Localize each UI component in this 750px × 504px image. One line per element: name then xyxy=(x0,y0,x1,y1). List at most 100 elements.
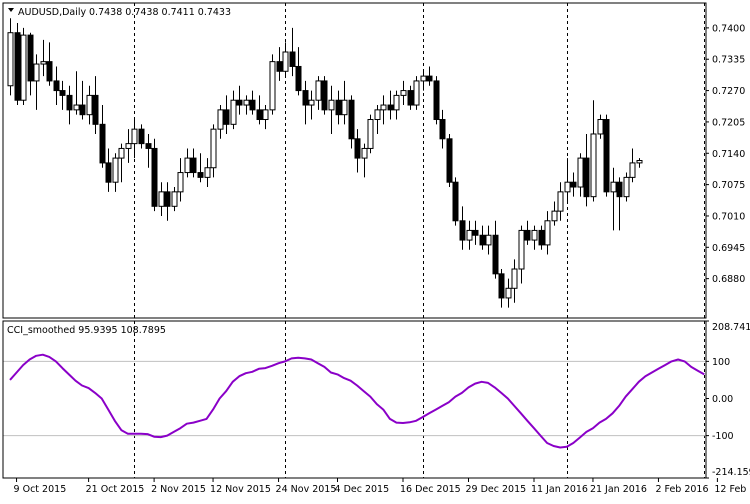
candle-body xyxy=(138,128,145,145)
candle-body xyxy=(105,162,112,183)
cci-series xyxy=(9,353,705,449)
candle-body xyxy=(367,119,374,149)
candle-body xyxy=(485,234,492,246)
candle-body xyxy=(446,138,453,183)
candle-body xyxy=(197,172,204,178)
cci-line xyxy=(9,353,705,449)
candle-body xyxy=(583,157,590,198)
candle-body xyxy=(92,94,99,125)
candle-body xyxy=(557,191,564,212)
candle-body xyxy=(243,99,250,106)
candle-body xyxy=(158,191,165,207)
price-candles xyxy=(7,18,643,308)
candle-body xyxy=(597,119,604,135)
candle-body xyxy=(204,167,211,178)
time-tick-label: 2 Feb 2016 xyxy=(655,484,708,495)
candle-body xyxy=(511,268,518,289)
price-tick-label: 0.7140 xyxy=(712,149,745,160)
candle-body xyxy=(564,181,571,193)
candle-body xyxy=(387,104,394,111)
price-panel-frame xyxy=(2,2,707,319)
candle-body xyxy=(407,90,414,106)
time-tick-label: 9 Oct 2015 xyxy=(14,484,67,495)
price-axis: 0.7400 0.7335 0.7270 0.7205 0.7140 0.7075 0.70… xyxy=(706,23,745,285)
candle-body xyxy=(636,160,643,164)
symbol-label: AUDUSD,Daily xyxy=(18,7,87,18)
candle-body xyxy=(73,104,80,111)
candle-body xyxy=(230,99,237,125)
candle-body xyxy=(46,61,53,82)
candle-body xyxy=(249,99,256,111)
candle-body xyxy=(433,80,440,121)
candle-body xyxy=(27,34,34,82)
candle-body xyxy=(570,181,577,188)
time-axis: 9 Oct 2015 21 Oct 2015 2 Nov 2015 12 Nov 20… xyxy=(14,478,750,495)
candle-body xyxy=(590,133,597,198)
ohlc-readout: 0.7438 0.7438 0.7411 0.7433 xyxy=(89,7,231,18)
candle-body xyxy=(492,234,499,275)
price-tick-label: 0.7335 xyxy=(712,55,745,66)
candle-body xyxy=(7,32,14,87)
candle-body xyxy=(518,229,525,270)
candle-body xyxy=(190,157,197,174)
cci-tick-label: 100 xyxy=(712,357,730,368)
candle-body xyxy=(171,191,178,207)
candle-body xyxy=(276,61,283,72)
candle-body xyxy=(145,143,152,149)
candle-body xyxy=(282,51,289,72)
candle-body xyxy=(610,181,617,193)
candle-body xyxy=(315,80,322,101)
price-tick-label: 0.7400 xyxy=(712,23,745,34)
candle-body xyxy=(20,34,27,101)
candle-body xyxy=(426,75,433,82)
time-tick-label: 24 Nov 2015 xyxy=(276,484,337,495)
indicator-label: CCI_smoothed 95.9395 108.7895 xyxy=(7,325,166,336)
candle-body xyxy=(629,162,636,178)
candle-body xyxy=(400,90,407,96)
candle-body xyxy=(524,229,531,241)
candle-body xyxy=(53,80,60,92)
candle-body xyxy=(99,123,106,164)
candle-body xyxy=(354,138,361,159)
time-tick-label: 2 Nov 2015 xyxy=(151,484,206,495)
candle-body xyxy=(531,229,538,241)
candle-body xyxy=(59,90,66,96)
candle-body xyxy=(289,51,296,67)
candle-body xyxy=(33,63,40,82)
candle-body xyxy=(184,157,191,174)
candle-body xyxy=(505,287,512,299)
candle-body xyxy=(623,176,630,198)
candle-body xyxy=(472,229,479,236)
time-tick-label: 12 Feb 2016 xyxy=(714,484,750,495)
candle-body xyxy=(348,99,355,140)
candle-body xyxy=(551,210,558,222)
candle-body xyxy=(79,104,86,116)
candle-body xyxy=(295,65,302,92)
candle-body xyxy=(479,234,486,246)
candle-body xyxy=(269,61,276,111)
symbol-dropdown-icon[interactable] xyxy=(8,8,14,12)
cci-tick-label: -214.1593 xyxy=(712,467,750,478)
candle-body xyxy=(112,157,119,183)
candle-body xyxy=(14,32,21,101)
cci-tick-label: 0.00 xyxy=(712,394,733,405)
candle-body xyxy=(217,109,224,130)
candle-body xyxy=(256,109,263,121)
candle-body xyxy=(40,61,47,65)
price-tick-label: 0.7010 xyxy=(712,211,745,222)
cci-level-lines xyxy=(3,360,706,437)
candle-body xyxy=(118,147,125,159)
price-tick-label: 0.6880 xyxy=(712,274,745,285)
price-tick-label: 0.7075 xyxy=(712,180,745,191)
candle-body xyxy=(361,147,368,159)
candle-body xyxy=(420,75,427,82)
price-tick-label: 0.7270 xyxy=(712,86,745,97)
cci-tick-label: 208.7412 xyxy=(712,322,750,333)
candle-body xyxy=(86,94,93,116)
candle-body xyxy=(151,147,158,207)
candle-body xyxy=(335,99,342,116)
candle-body xyxy=(223,109,230,125)
time-tick-label: 16 Dec 2015 xyxy=(400,484,461,495)
candle-body xyxy=(393,94,400,111)
